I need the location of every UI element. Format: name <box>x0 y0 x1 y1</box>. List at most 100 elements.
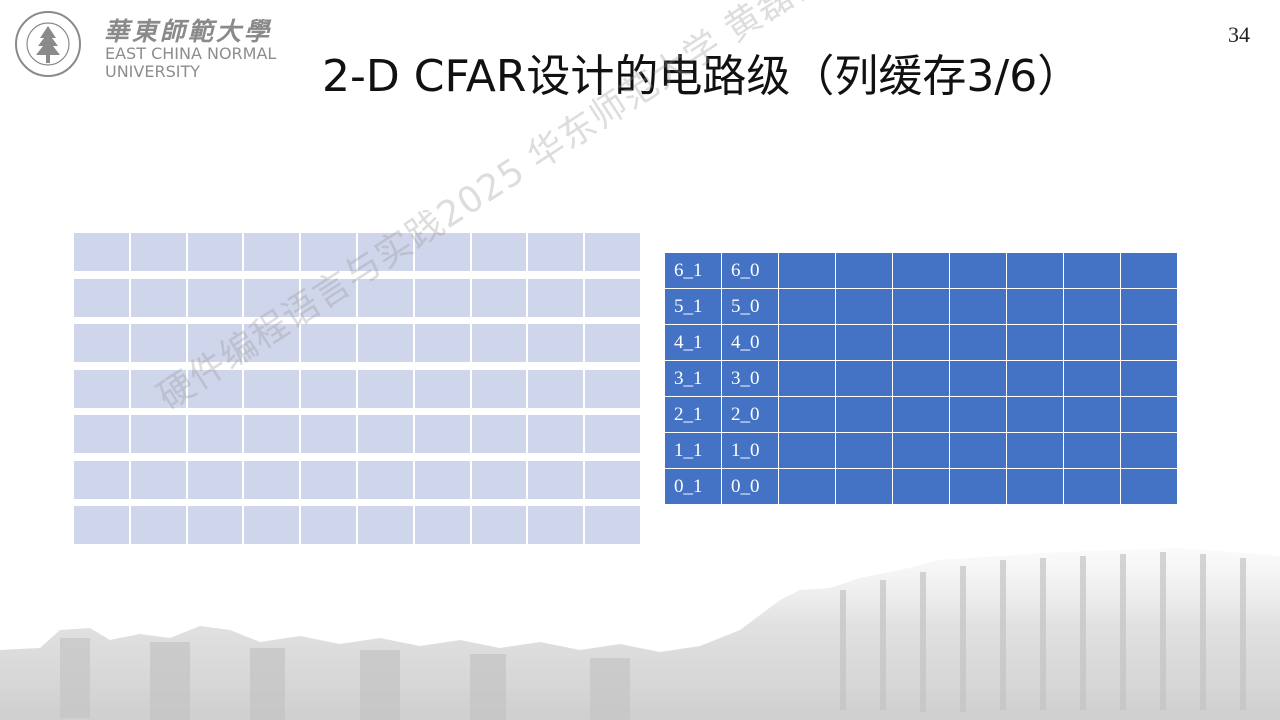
left-grid-cell <box>187 278 245 317</box>
table-cell <box>1063 288 1121 325</box>
table-cell <box>835 288 893 325</box>
table-cell <box>1006 432 1064 469</box>
table-cell <box>835 252 893 289</box>
table-cell: 2_1 <box>664 396 722 433</box>
table-cell <box>1120 288 1178 325</box>
left-grid-row <box>74 369 640 408</box>
left-grid-cell <box>130 233 188 271</box>
university-logo: 華東師範大學 EAST CHINA NORMAL UNIVERSITY <box>8 6 298 81</box>
left-grid-cell <box>244 369 302 408</box>
left-grid-cell <box>301 324 358 362</box>
left-grid-cell <box>414 460 472 499</box>
university-seal-icon <box>15 11 81 77</box>
left-grid-cell <box>244 506 302 544</box>
left-grid-row <box>74 278 640 317</box>
left-grid-cell <box>301 415 358 453</box>
table-cell <box>778 360 836 397</box>
left-grid-cell <box>130 415 188 453</box>
left-grid-cell <box>585 506 640 544</box>
left-grid-cell <box>74 369 131 408</box>
table-cell <box>1063 432 1121 469</box>
table-cell <box>1063 252 1121 289</box>
left-grid-cell <box>471 506 529 544</box>
left-grid-row <box>74 460 640 499</box>
table-cell <box>1006 252 1064 289</box>
left-grid-cell <box>471 415 529 453</box>
table-row: 6_1 6_0 <box>664 252 1178 289</box>
left-grid-cell <box>301 506 358 544</box>
table-row: 2_1 2_0 <box>664 396 1178 433</box>
left-grid-cell <box>187 233 245 271</box>
left-grid-cell <box>471 233 529 271</box>
left-grid-cell <box>471 324 529 362</box>
table-cell <box>949 324 1007 361</box>
left-grid-cell <box>187 506 245 544</box>
left-grid-cell <box>357 506 415 544</box>
left-grid-cell <box>301 233 358 271</box>
table-cell <box>1120 432 1178 469</box>
table-cell: 3_1 <box>664 360 722 397</box>
left-grid-cell <box>414 506 472 544</box>
left-grid-cell <box>414 324 472 362</box>
table-cell <box>1006 360 1064 397</box>
table-cell: 0_1 <box>664 468 722 505</box>
table-cell <box>1006 396 1064 433</box>
left-grid-row <box>74 324 640 362</box>
table-cell <box>1006 468 1064 505</box>
campus-background-image <box>0 548 1280 720</box>
table-cell <box>949 288 1007 325</box>
left-grid-row <box>74 506 640 544</box>
left-grid-cell <box>528 278 586 317</box>
table-row: 3_1 3_0 <box>664 360 1178 397</box>
left-grid-cell <box>244 278 302 317</box>
table-cell <box>778 288 836 325</box>
table-cell: 2_0 <box>721 396 779 433</box>
table-cell <box>892 468 950 505</box>
table-cell <box>949 252 1007 289</box>
left-grid-cell <box>244 324 302 362</box>
table-cell <box>1120 324 1178 361</box>
left-grid-cell <box>414 278 472 317</box>
table-cell <box>835 468 893 505</box>
left-grid-cell <box>301 369 358 408</box>
left-grid-cell <box>414 415 472 453</box>
table-cell: 5_0 <box>721 288 779 325</box>
table-cell: 1_1 <box>664 432 722 469</box>
table-cell <box>778 252 836 289</box>
left-grid-cell <box>74 324 131 362</box>
slide-title: 2-D CFAR设计的电路级（列缓存3/6） <box>322 51 1082 102</box>
table-cell: 6_0 <box>721 252 779 289</box>
left-grid-cell <box>130 369 188 408</box>
left-grid-cell <box>471 460 529 499</box>
left-grid-cell <box>471 278 529 317</box>
table-cell: 6_1 <box>664 252 722 289</box>
page-number: 34 <box>1228 22 1250 47</box>
left-grid-cell <box>244 415 302 453</box>
left-grid-row <box>74 415 640 453</box>
table-row: 4_1 4_0 <box>664 324 1178 361</box>
left-grid-cell <box>357 324 415 362</box>
left-grid-cell <box>585 324 640 362</box>
table-cell <box>835 360 893 397</box>
table-cell <box>892 432 950 469</box>
table-cell <box>1063 324 1121 361</box>
left-grid-cell <box>528 460 586 499</box>
table-cell <box>1063 360 1121 397</box>
logo-english-name-line1: EAST CHINA NORMAL <box>105 44 277 63</box>
table-cell <box>778 432 836 469</box>
table-cell <box>1006 288 1064 325</box>
left-grid-cell <box>130 278 188 317</box>
left-buffer-grid <box>74 233 640 552</box>
table-cell <box>778 324 836 361</box>
table-cell <box>949 360 1007 397</box>
left-grid-cell <box>130 324 188 362</box>
table-cell <box>1120 360 1178 397</box>
left-grid-cell <box>301 460 358 499</box>
table-cell: 5_1 <box>664 288 722 325</box>
table-cell <box>892 324 950 361</box>
left-grid-cell <box>585 415 640 453</box>
table-cell <box>892 396 950 433</box>
left-grid-cell <box>74 460 131 499</box>
left-grid-cell <box>130 460 188 499</box>
table-cell <box>892 252 950 289</box>
